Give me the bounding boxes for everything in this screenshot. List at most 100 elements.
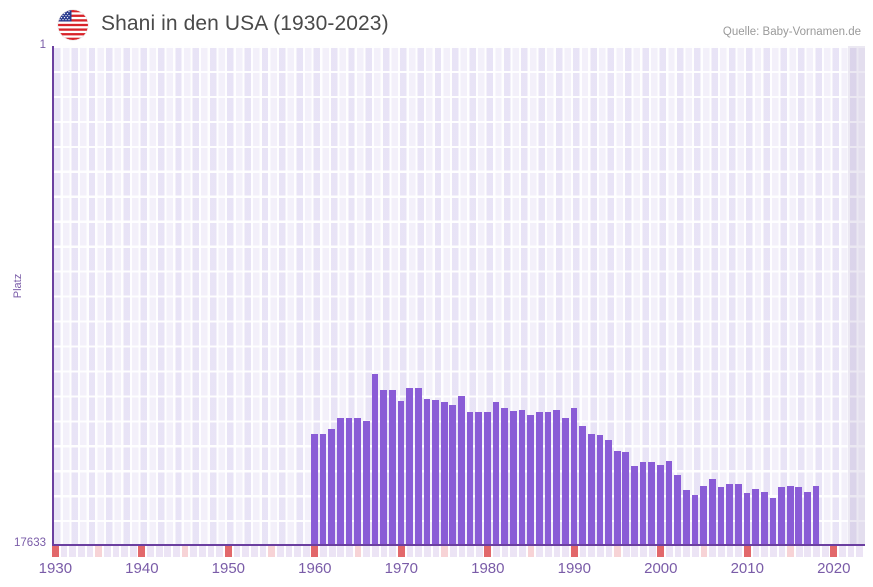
bar-2012[interactable] [760, 492, 768, 545]
bar-1981[interactable] [492, 401, 500, 545]
bar-1961[interactable] [319, 433, 327, 545]
bar-2011[interactable] [752, 489, 759, 545]
bar-2018[interactable] [812, 485, 820, 545]
x-tick-1996 [622, 546, 630, 557]
bar-1971[interactable] [406, 388, 413, 545]
x-tick-1965 [354, 546, 362, 557]
bar-2008[interactable] [726, 483, 733, 545]
x-axis-label-1930: 1930 [38, 560, 73, 577]
bar-2001[interactable] [665, 461, 673, 545]
bar-1963[interactable] [337, 417, 344, 545]
x-tick-1987 [544, 546, 552, 557]
bar-1998[interactable] [639, 462, 647, 545]
bar-2004[interactable] [691, 494, 699, 545]
bar-1969[interactable] [388, 390, 396, 545]
x-tick-1993 [596, 546, 604, 557]
x-tick-1961 [320, 546, 327, 557]
bar-2009[interactable] [734, 484, 742, 545]
bar-1997[interactable] [631, 466, 638, 545]
bar-1976[interactable] [449, 405, 457, 545]
bar-2006[interactable] [708, 479, 716, 545]
x-tick-1944 [173, 546, 180, 557]
bar-1970[interactable] [397, 400, 405, 545]
bar-1987[interactable] [544, 412, 552, 545]
x-tick-1974 [432, 546, 440, 557]
bar-2013[interactable] [769, 497, 777, 545]
bar-1960[interactable] [311, 433, 318, 545]
x-tick-1986 [536, 546, 544, 557]
bar-2005[interactable] [700, 486, 708, 545]
x-tick-2001 [666, 546, 673, 557]
no-data-shaded-region [847, 46, 865, 545]
bar-1965[interactable] [354, 417, 362, 545]
bar-1968[interactable] [380, 390, 387, 545]
bar-2000[interactable] [657, 465, 664, 545]
bar-2017[interactable] [804, 492, 811, 545]
x-tick-1931 [60, 546, 68, 557]
x-tick-2009 [735, 546, 743, 557]
bar-1962[interactable] [328, 429, 336, 545]
bar-2015[interactable] [786, 486, 794, 545]
bar-1964[interactable] [345, 417, 353, 545]
x-tick-2007 [717, 546, 725, 557]
bar-2003[interactable] [683, 490, 690, 545]
bar-1983[interactable] [510, 410, 517, 545]
x-tick-1930 [52, 546, 59, 557]
bar-1992[interactable] [587, 433, 595, 545]
x-tick-1984 [519, 546, 526, 557]
x-tick-1980 [484, 546, 492, 557]
chart-header: Shani in den USA (1930-2023) Quelle: Bab… [0, 0, 873, 46]
bar-1980[interactable] [484, 411, 491, 545]
bar-1979[interactable] [475, 411, 483, 545]
x-tick-1952 [242, 546, 250, 557]
x-tick-1997 [631, 546, 639, 557]
bar-1967[interactable] [371, 374, 379, 545]
bar-1986[interactable] [535, 411, 543, 545]
bar-1994[interactable] [605, 440, 612, 545]
x-tick-1938 [121, 546, 128, 557]
bar-1966[interactable] [362, 421, 370, 545]
bar-1982[interactable] [501, 407, 509, 545]
bar-1990[interactable] [570, 407, 578, 545]
x-tick-1960 [311, 546, 319, 557]
bar-2014[interactable] [778, 487, 785, 545]
x-axis-label-2010: 2010 [730, 560, 764, 577]
x-tick-2021 [839, 546, 846, 557]
x-tick-2022 [847, 546, 855, 557]
x-tick-2014 [778, 546, 786, 557]
x-tick-1969 [389, 546, 397, 557]
bar-2016[interactable] [795, 487, 803, 545]
bar-2007[interactable] [717, 487, 725, 545]
bar-1985[interactable] [527, 414, 535, 545]
plot-area [52, 46, 865, 545]
bar-1973[interactable] [423, 398, 431, 545]
bar-1972[interactable] [414, 388, 422, 545]
x-tick-1940 [138, 546, 146, 557]
bar-1995[interactable] [613, 451, 621, 545]
x-tick-1941 [147, 546, 154, 557]
x-tick-2010 [743, 546, 751, 557]
bar-1977[interactable] [458, 396, 465, 545]
x-tick-1990 [570, 546, 578, 557]
x-tick-2015 [787, 546, 794, 557]
x-tick-1936 [103, 546, 111, 557]
bar-1974[interactable] [432, 399, 439, 545]
bar-1975[interactable] [440, 401, 448, 545]
bar-1993[interactable] [596, 434, 604, 545]
x-tick-1956 [276, 546, 284, 557]
bar-1984[interactable] [518, 409, 526, 545]
x-tick-1979 [475, 546, 483, 557]
x-tick-1953 [250, 546, 258, 557]
bar-1989[interactable] [561, 418, 569, 545]
x-tick-1994 [605, 546, 613, 557]
x-tick-1947 [199, 546, 206, 557]
bar-2010[interactable] [743, 492, 751, 545]
x-tick-2003 [683, 546, 691, 557]
x-tick-1963 [337, 546, 345, 557]
bar-2002[interactable] [674, 475, 682, 545]
bar-1978[interactable] [466, 412, 474, 545]
bar-1999[interactable] [648, 462, 656, 545]
bar-1988[interactable] [553, 409, 560, 545]
bar-1991[interactable] [579, 426, 586, 545]
bar-1996[interactable] [622, 452, 630, 545]
